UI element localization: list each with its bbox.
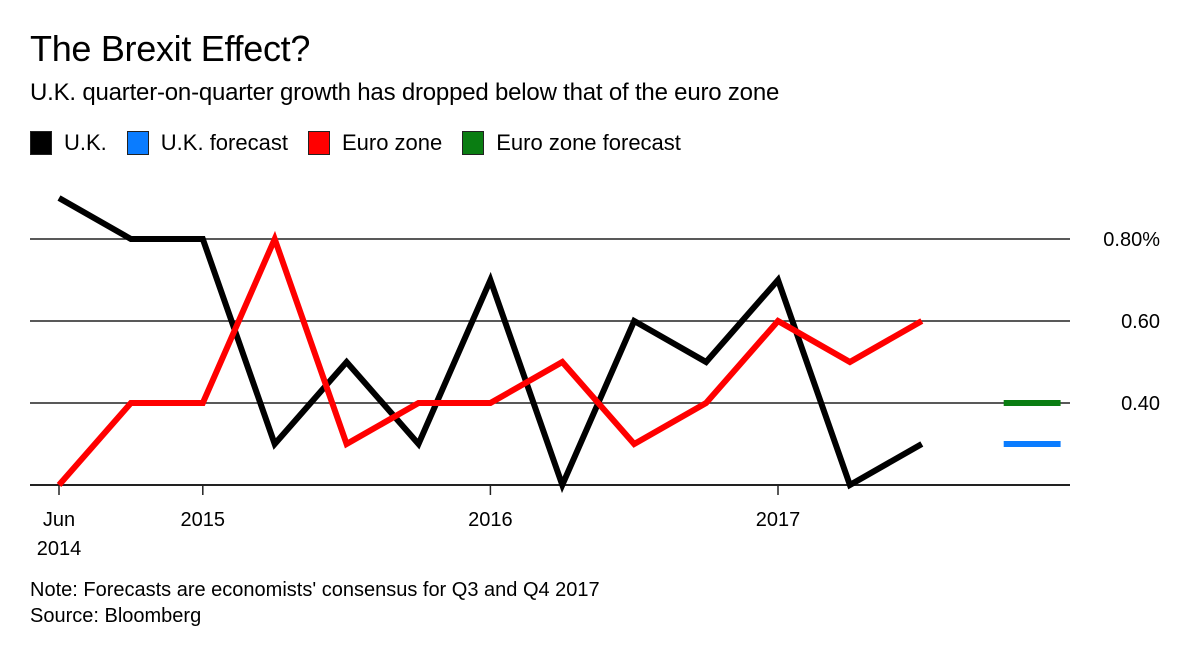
x-tick-label: 2015 — [181, 509, 226, 531]
legend-swatch-uk — [30, 131, 52, 155]
series-lines — [56, 195, 1061, 494]
y-axis-labels: 0.80% 0.60 0.40 — [1103, 229, 1160, 415]
y-tick-label: 0.40 — [1121, 393, 1160, 415]
legend-label-euro-zone-forecast: Euro zone forecast — [496, 130, 681, 155]
legend-item-euro-zone: Euro zone — [307, 130, 443, 156]
chart-title: The Brexit Effect? — [30, 28, 311, 69]
legend-item-euro-zone-forecast: Euro zone forecast — [462, 130, 681, 156]
chart-subtitle: U.K. quarter-on-quarter growth has dropp… — [30, 79, 780, 106]
y-tick-label: 0.80% — [1103, 229, 1160, 251]
y-tick-label: 0.60 — [1121, 311, 1160, 333]
x-tick-label: 2016 — [468, 509, 513, 531]
legend-swatch-euro-zone — [307, 131, 330, 155]
legend-label-uk-forecast: U.K. forecast — [160, 130, 288, 155]
legend: U.K. U.K. forecast Euro zone Euro zone f… — [30, 130, 701, 156]
legend-item-uk: U.K. — [30, 130, 107, 156]
legend-label-uk: U.K. — [64, 130, 107, 155]
x-tick-label-line2: 2014 — [37, 538, 82, 560]
legend-label-euro-zone: Euro zone — [341, 130, 443, 155]
x-tick-label: 2017 — [756, 509, 801, 531]
series-line-euro-zone — [56, 230, 924, 487]
footnote: Note: Forecasts are economists' consensu… — [30, 577, 600, 629]
legend-item-uk-forecast: U.K. forecast — [126, 130, 288, 156]
x-tick-label: Jun — [43, 509, 75, 531]
legend-swatch-uk-forecast — [126, 131, 149, 155]
chart-source: Source: Bloomberg — [30, 605, 202, 627]
x-axis-ticks: Jun 2014 2015 2016 2017 — [37, 485, 801, 560]
legend-swatch-euro-zone-forecast — [462, 131, 485, 155]
series-line-u-k — [57, 195, 924, 494]
chart-note: Note: Forecasts are economists' consensu… — [30, 579, 600, 601]
